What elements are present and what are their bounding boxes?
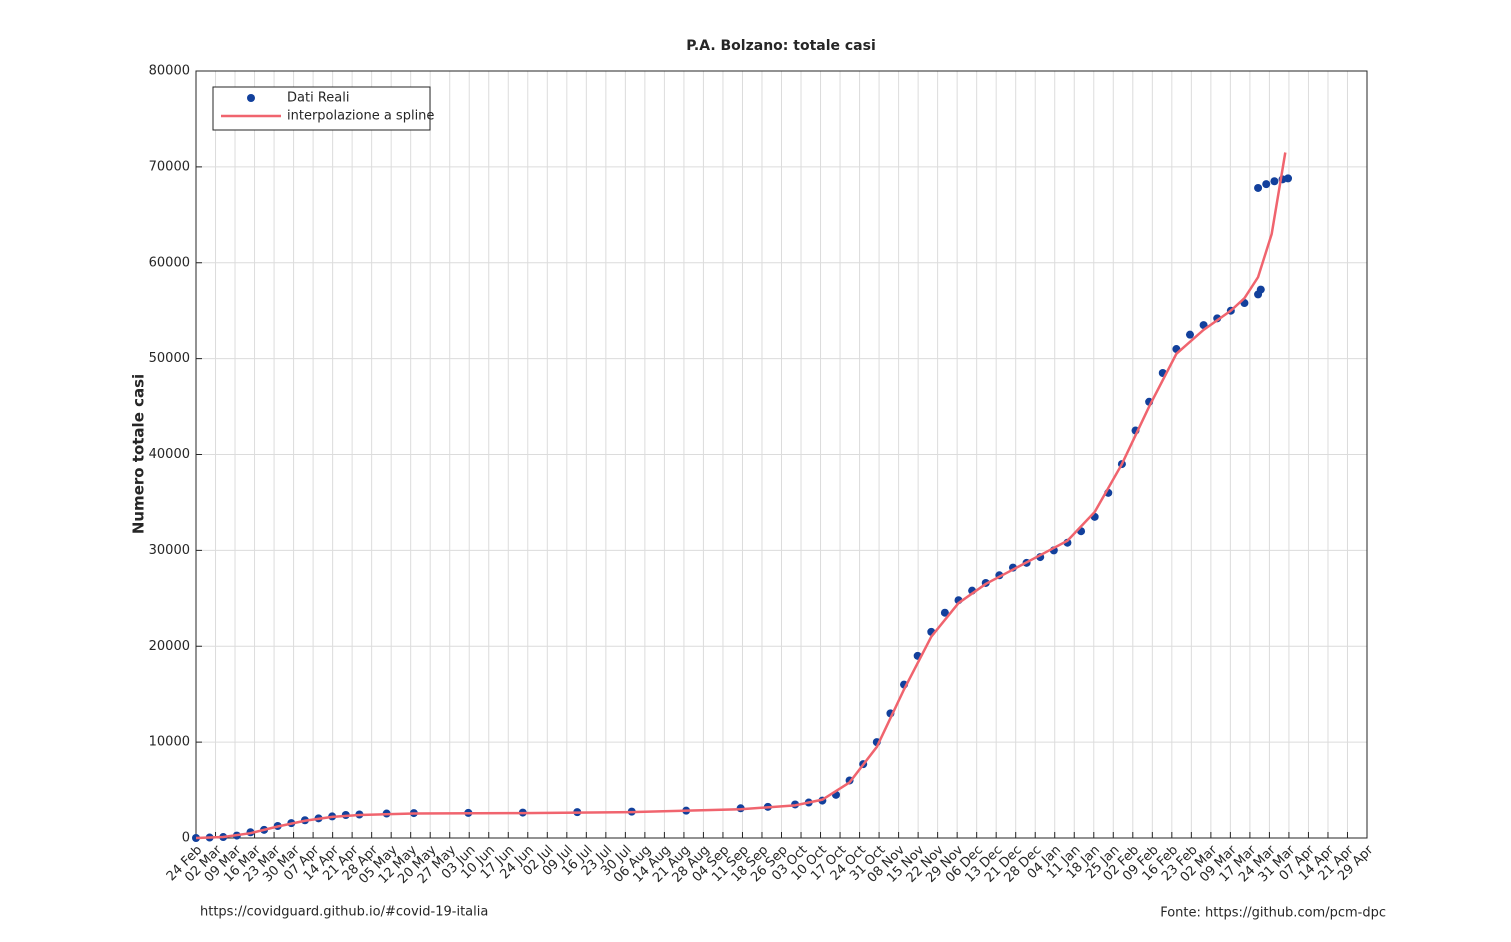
data-point — [940, 608, 949, 617]
source-left: https://covidguard.github.io/#covid-19-i… — [200, 905, 488, 920]
chart-title: P.A. Bolzano: totale casi — [686, 38, 876, 54]
data-point — [1254, 183, 1263, 192]
legend-label: Dati Reali — [287, 91, 349, 106]
y-tick-label: 10000 — [149, 735, 190, 750]
source-right: Fonte: https://github.com/pcm-dpc — [1160, 906, 1386, 921]
y-tick-label: 70000 — [149, 159, 190, 174]
y-tick-label: 20000 — [149, 639, 190, 654]
spline-line — [195, 152, 1287, 840]
y-tick-label: 60000 — [149, 255, 190, 270]
y-tick-label: 30000 — [149, 543, 190, 558]
legend-box — [212, 86, 431, 131]
y-tick-label: 0 — [182, 831, 190, 846]
legend-label: interpolazione a spline — [287, 109, 434, 124]
data-point — [1185, 330, 1194, 339]
data-point — [1284, 174, 1293, 183]
y-tick-label: 40000 — [149, 447, 190, 462]
data-point — [1262, 180, 1271, 189]
legend-marker — [247, 94, 255, 102]
plot-frame — [195, 70, 1368, 839]
y-axis-label: Numero totale casi — [130, 374, 148, 534]
data-point — [1270, 177, 1279, 186]
y-tick-label: 80000 — [149, 64, 190, 79]
data-point — [1256, 285, 1265, 294]
legend: Dati Reali interpolazione a spline — [212, 86, 434, 131]
y-tick-label: 50000 — [149, 351, 190, 366]
